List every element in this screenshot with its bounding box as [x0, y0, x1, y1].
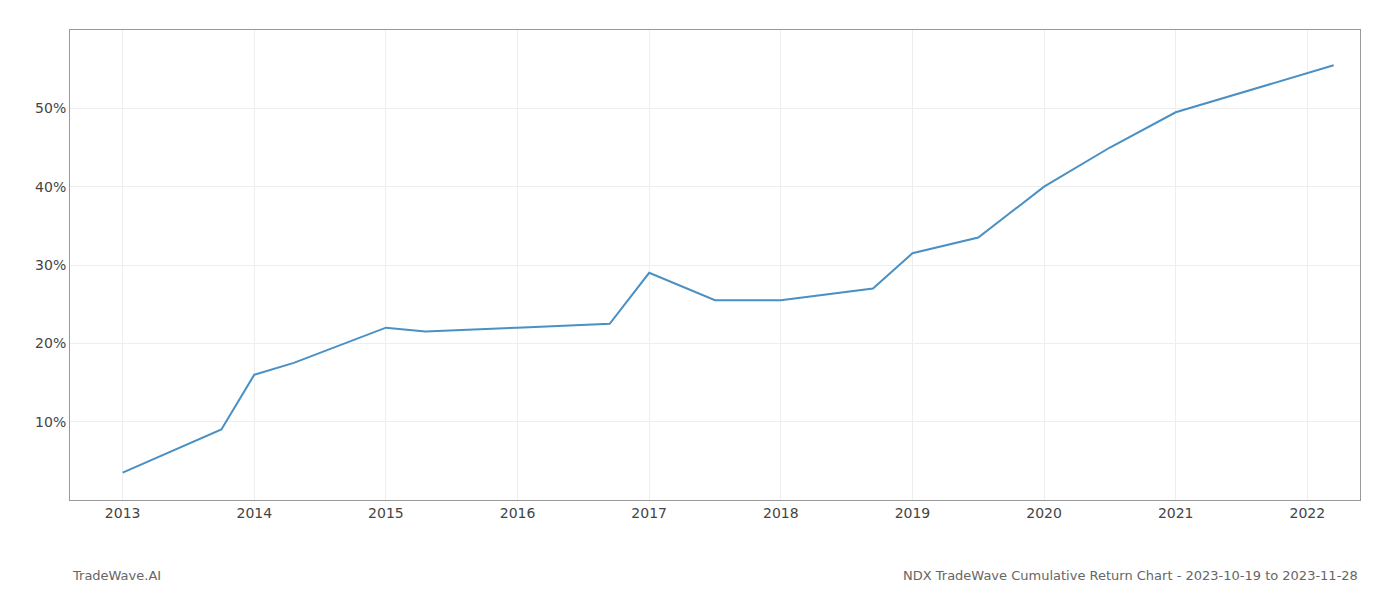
svg-text:2015: 2015 [368, 505, 404, 521]
svg-text:2014: 2014 [236, 505, 272, 521]
svg-text:20%: 20% [35, 335, 66, 351]
svg-text:2013: 2013 [105, 505, 141, 521]
svg-text:40%: 40% [35, 179, 66, 195]
svg-text:2017: 2017 [631, 505, 667, 521]
svg-text:NDX TradeWave Cumulative Retur: NDX TradeWave Cumulative Return Chart - … [903, 568, 1358, 583]
svg-text:50%: 50% [35, 100, 66, 116]
svg-text:2018: 2018 [763, 505, 799, 521]
svg-text:10%: 10% [35, 414, 66, 430]
svg-text:2022: 2022 [1290, 505, 1326, 521]
svg-text:2020: 2020 [1026, 505, 1062, 521]
svg-text:30%: 30% [35, 257, 66, 273]
svg-text:TradeWave.AI: TradeWave.AI [72, 568, 161, 583]
svg-text:2021: 2021 [1158, 505, 1194, 521]
svg-text:2016: 2016 [500, 505, 536, 521]
svg-text:2019: 2019 [895, 505, 931, 521]
